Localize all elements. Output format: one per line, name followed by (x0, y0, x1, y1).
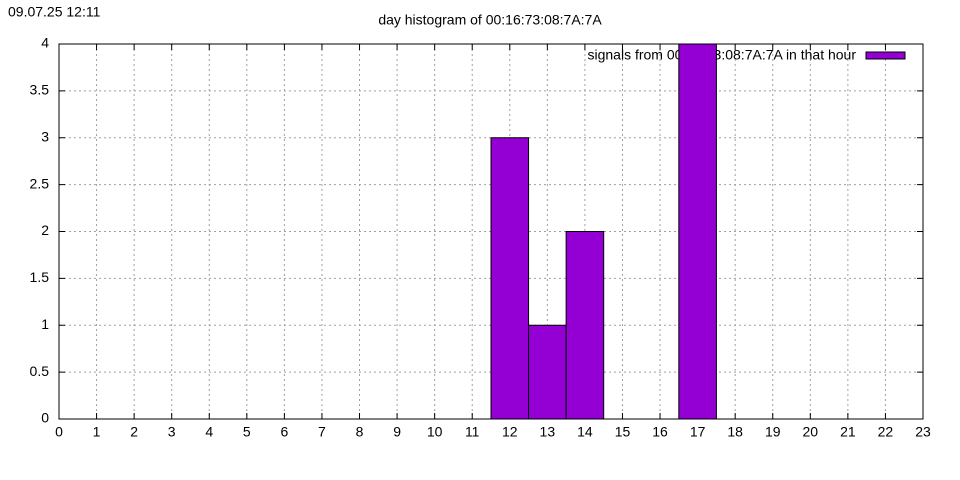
x-tick-label: 7 (318, 424, 326, 440)
x-tick-label: 21 (840, 424, 856, 440)
x-tick-label: 12 (502, 424, 518, 440)
y-tick-label: 4 (41, 35, 49, 51)
x-tick-label: 19 (765, 424, 781, 440)
x-tick-label: 8 (356, 424, 364, 440)
y-tick-label: 2 (41, 222, 49, 238)
bar (565, 231, 605, 420)
x-tick-label: 5 (243, 424, 251, 440)
x-tick-label: 16 (652, 424, 668, 440)
y-tick-label: 1.5 (30, 269, 50, 285)
x-tick-label: 4 (205, 424, 213, 440)
x-tick-label: 3 (168, 424, 176, 440)
legend-swatch (865, 51, 906, 60)
y-tick-label: 3 (41, 128, 49, 144)
bar (678, 43, 717, 420)
x-tick-label: 13 (540, 424, 556, 440)
x-tick-label: 0 (55, 424, 63, 440)
x-tick-label: 17 (690, 424, 706, 440)
y-tick-label: 3.5 (30, 82, 50, 98)
x-tick-label: 15 (615, 424, 631, 440)
bar (528, 324, 567, 420)
x-tick-label: 18 (727, 424, 743, 440)
x-tick-label: 22 (878, 424, 894, 440)
y-tick-label: 1 (41, 316, 49, 332)
chart-title: day histogram of 00:16:73:08:7A:7A (378, 12, 602, 28)
legend-label: signals from 00:16:73:08:7A:7A in that h… (587, 47, 856, 63)
y-tick-label: 0.5 (30, 363, 50, 379)
timestamp: 09.07.25 12:11 (8, 4, 101, 20)
x-tick-label: 9 (393, 424, 401, 440)
bar (490, 137, 530, 420)
x-tick-label: 23 (915, 424, 931, 440)
x-tick-label: 11 (465, 424, 480, 440)
x-tick-label: 2 (130, 424, 138, 440)
x-tick-label: 14 (577, 424, 593, 440)
y-tick-label: 0 (41, 410, 49, 426)
x-tick-label: 6 (280, 424, 288, 440)
x-tick-label: 10 (427, 424, 443, 440)
y-tick-label: 2.5 (30, 175, 50, 191)
x-tick-label: 20 (803, 424, 819, 440)
x-tick-label: 1 (93, 424, 101, 440)
